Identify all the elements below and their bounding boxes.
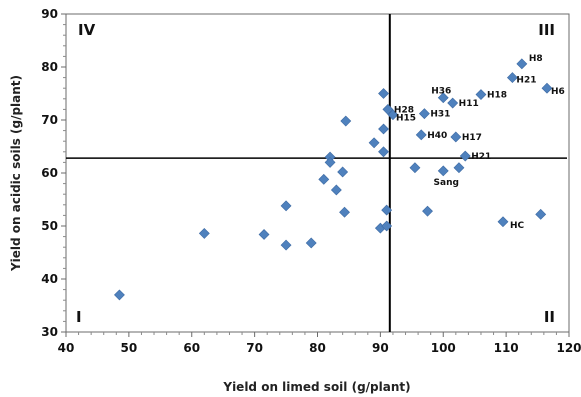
data-point [368,137,380,149]
x-tick-label: 100 [431,341,456,355]
data-point-label: H31 [430,110,450,120]
data-point-label: H11 [459,99,479,109]
data-point [422,205,433,217]
data-point [337,166,349,178]
data-point [437,92,449,104]
data-point [381,204,393,216]
quadrant-label: IV [78,21,96,39]
data-point-label: H21 [516,76,536,86]
x-tick-label: 120 [556,341,581,355]
x-axis-title: Yield on limed soil (g/plant) [222,380,410,394]
data-point [280,200,292,212]
quadrant-label: I [76,308,82,326]
data-point [318,173,330,185]
data-point [305,237,317,249]
data-point [198,227,210,239]
x-tick-label: 50 [121,341,138,355]
y-axis: 30 40 50 60 70 80 90 [41,7,66,339]
y-tick-label: 80 [41,60,58,74]
y-tick-label: 60 [41,166,58,180]
y-tick-label: 40 [41,272,58,286]
data-point [450,131,462,143]
data-point [330,184,342,196]
reference-lines [66,14,567,332]
data-point-label: H21 [471,152,491,162]
data-point [459,150,471,162]
quadrant-label: III [538,21,555,39]
x-tick-label: 80 [309,341,326,355]
data-point [506,72,518,84]
data-point-label: H17 [462,133,482,143]
data-point-label: H6 [551,87,565,97]
data-point [415,129,427,141]
y-tick-label: 30 [41,325,58,339]
data-point [339,206,350,218]
data-point-label: H8 [529,54,543,64]
data-point [437,165,449,177]
data-point [535,208,547,220]
data-point [324,156,336,168]
data-point [475,89,487,100]
data-point-label: H36 [431,87,451,97]
data-point [381,220,393,232]
data-points [114,58,553,301]
data-point [378,88,389,99]
x-tick-label: 110 [494,341,519,355]
data-point-label: H18 [487,91,507,101]
data-point [447,97,459,109]
plot-area [65,13,570,333]
y-tick-label: 50 [41,219,58,233]
data-point [418,108,430,120]
x-tick-label: 40 [58,341,75,355]
data-point-label: H40 [427,131,447,141]
y-tick-label: 90 [41,7,58,21]
data-point [497,216,509,228]
x-tick-label: 70 [246,341,263,355]
data-point [516,58,528,70]
data-point [378,123,389,135]
data-point [340,115,352,127]
data-point [378,146,389,158]
y-tick-label: 70 [41,113,58,127]
data-point-label: H15 [396,114,416,124]
data-point [280,239,292,251]
x-axis: 40 50 60 70 80 90 100 110 120 [58,332,581,355]
data-point [387,109,399,121]
x-tick-label: 90 [372,341,389,355]
data-point-label: HC [510,221,525,231]
data-point [541,82,553,94]
y-axis-title: Yield on acidic soils (g/plant) [9,75,23,272]
data-point [114,289,125,301]
quadrant-label: II [544,308,555,326]
data-point [258,229,270,240]
data-point [409,162,421,174]
data-point-label: H28 [394,105,414,115]
data-point [453,162,465,174]
x-tick-label: 60 [183,341,200,355]
data-point-label: Sang [434,178,459,188]
